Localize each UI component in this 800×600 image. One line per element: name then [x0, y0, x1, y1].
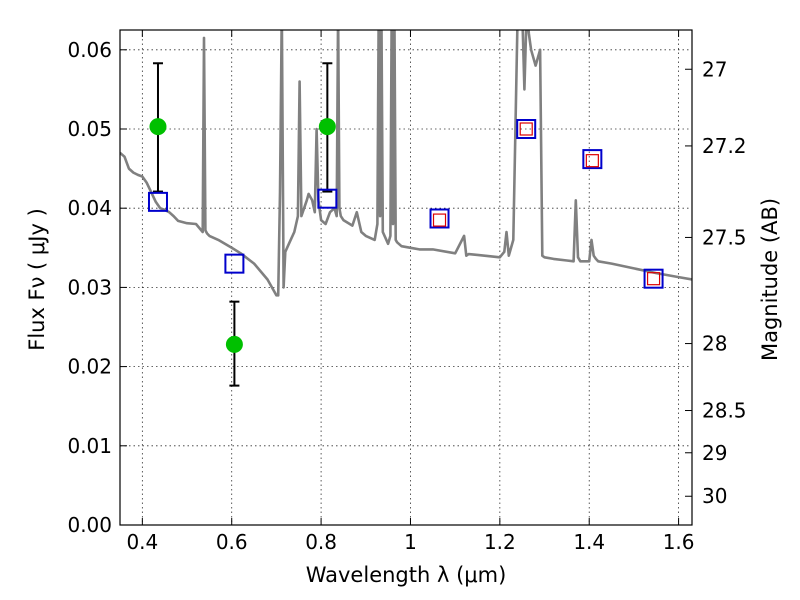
model-photometry-point	[582, 149, 603, 170]
x-tick-label: 1.6	[663, 530, 695, 554]
y2-tick-label: 30	[702, 484, 727, 508]
y-tick-label: 0.02	[67, 355, 112, 379]
plot-frame	[119, 29, 693, 526]
y-tick-label: 0.03	[67, 275, 112, 299]
model-photometry-point	[516, 119, 537, 139]
y-axis-label: Flux Fν ( μJy )	[25, 208, 49, 351]
x-tick-label: 1.4	[573, 530, 605, 554]
upper-limit-point	[585, 154, 599, 168]
marker-layer	[147, 62, 664, 387]
y-tick-label: 0.04	[67, 196, 112, 220]
model-photometry-point	[429, 208, 450, 229]
model-photometry-point	[643, 268, 664, 289]
upper-limit-point	[432, 213, 447, 227]
x-tick-label: 1	[404, 530, 417, 554]
y-tick-label: 0.06	[67, 38, 112, 62]
grid-layer	[120, 30, 692, 526]
x-tick-label: 0.8	[305, 530, 337, 554]
sed-model-line	[120, 30, 692, 297]
y2-axis-label: Magnitude (AB)	[758, 198, 782, 361]
detection-point	[318, 118, 336, 136]
upper-limit-point	[646, 272, 661, 286]
y2-tick-label: 27.5	[702, 225, 747, 249]
x-axis-label: Wavelength λ (μm)	[306, 563, 507, 587]
y-tick-label: 0.05	[67, 117, 112, 141]
y2-tick-label: 27.2	[702, 134, 747, 158]
upper-limit-point	[519, 122, 533, 136]
x-tick-label: 0.4	[126, 530, 158, 554]
y-tick-label: 0.01	[67, 434, 112, 458]
y2-tick-label: 29	[702, 441, 727, 465]
tick-layer: 0.4 0.6 0.8 1 1.2 1.4 1.6 0.00 0.01 0.02 0.03 0.04 0…	[67, 30, 747, 554]
y-tick-label: 0.00	[67, 513, 112, 537]
x-tick-label: 1.2	[484, 530, 516, 554]
detection-point	[149, 118, 167, 136]
y2-tick-label: 27	[702, 57, 727, 81]
model-photometry-point	[224, 253, 245, 274]
y2-tick-label: 28.5	[702, 399, 747, 423]
x-tick-label: 0.6	[216, 530, 248, 554]
model-photometry-point	[147, 191, 168, 212]
sed-line-layer	[120, 30, 692, 297]
model-photometry-point	[317, 188, 338, 209]
y2-tick-label: 28	[702, 332, 727, 356]
detection-point	[225, 335, 243, 353]
